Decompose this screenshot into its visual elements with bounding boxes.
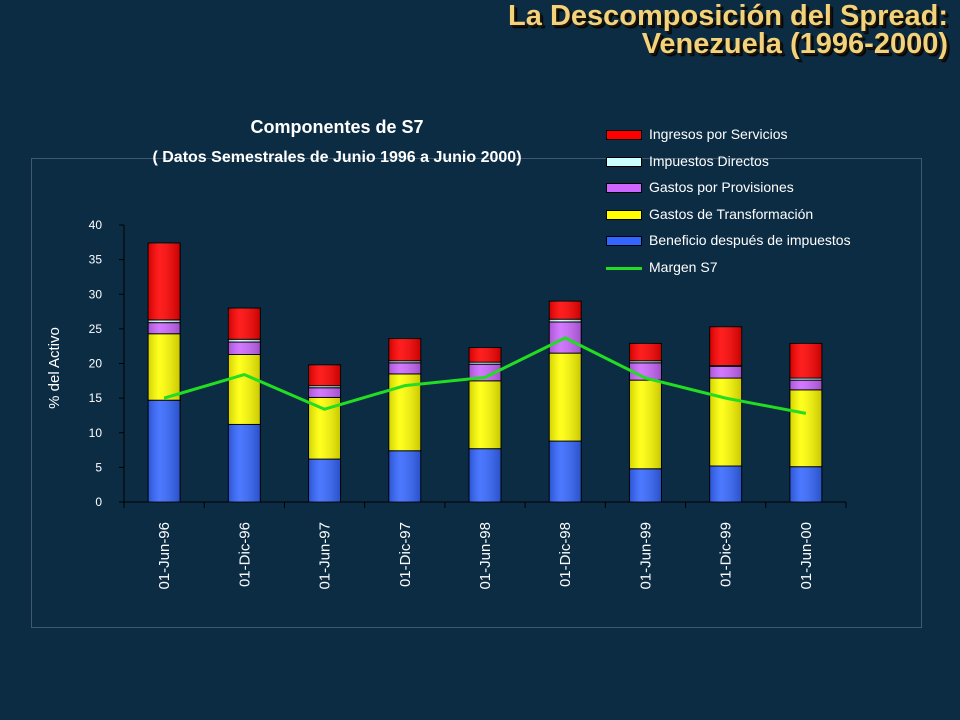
- bar-segment-shading: [789, 343, 822, 379]
- slide-title-line2: Venezuela (1996-2000): [641, 28, 948, 60]
- bar-segment-shading: [629, 380, 662, 469]
- legend-swatch: [606, 209, 642, 220]
- bar-segment-shading: [549, 319, 582, 322]
- bar-segment-shading: [308, 364, 341, 386]
- x-tick-label: 01-Jun-97: [317, 522, 334, 590]
- x-tick-label: 01-Jun-99: [637, 522, 654, 590]
- bar-segment-shading: [469, 380, 501, 449]
- x-tick-label: 01-Dic-99: [718, 522, 735, 587]
- legend-swatch: [606, 236, 642, 246]
- legend-label: Beneficio después de impuestos: [649, 232, 851, 248]
- bar-segment-shading: [469, 362, 501, 365]
- bar-segment-shading: [629, 343, 662, 361]
- chart-legend: Ingresos por Servicios Impuestos Directos…: [606, 125, 906, 284]
- x-tick-label: 01-Dic-96: [236, 522, 253, 587]
- bar-segment-shading: [228, 342, 261, 355]
- bar-segment-shading: [228, 339, 261, 343]
- bar-segment-shading: [789, 466, 822, 502]
- bar-segment-shading: [228, 308, 261, 340]
- bar-segment-shading: [148, 319, 181, 323]
- legend-label: Gastos de Transformación: [649, 205, 814, 222]
- y-tick-label: 40: [89, 218, 103, 232]
- y-tick-label: 0: [95, 495, 102, 509]
- bar-segment-shading: [308, 387, 341, 398]
- bar-segment-shading: [148, 333, 181, 401]
- legend-line-swatch: [606, 266, 642, 270]
- bar-segment-shading: [549, 301, 582, 320]
- bar-segment-shading: [789, 389, 822, 467]
- bar-segment-shading: [549, 441, 582, 502]
- legend-label: Margen S7: [649, 258, 718, 275]
- y-tick-label: 20: [89, 357, 103, 371]
- legend-item: Gastos por Provisiones: [606, 178, 906, 205]
- legend-label: Ingresos por Servicios: [649, 126, 788, 142]
- legend-swatch: [606, 183, 642, 193]
- chart-title: Componentes de S7: [250, 117, 424, 137]
- y-tick-label: 35: [89, 253, 103, 267]
- x-tick-label: 01-Dic-98: [557, 522, 574, 587]
- y-tick-label: 30: [89, 287, 103, 301]
- bar-segment-shading: [388, 450, 421, 502]
- bar-segment-shading: [228, 424, 261, 502]
- slide-title: La Descomposición del Spread: Venezuela …: [508, 0, 948, 60]
- bar-segment-shading: [789, 380, 822, 390]
- slide-title-line1: La Descomposición del Spread:: [508, 0, 948, 32]
- bar-segment-shading: [148, 243, 181, 320]
- bar-segment-shading: [709, 326, 742, 366]
- bar-segment-shading: [789, 378, 822, 381]
- x-tick-label: 01-Jun-00: [798, 522, 815, 590]
- legend-label: Impuestos Directos: [649, 152, 769, 169]
- legend-item: Margen S7: [606, 258, 906, 285]
- bar-segment-shading: [469, 364, 501, 381]
- bar-segment-shading: [469, 347, 501, 363]
- legend-item: Ingresos por Servicios: [606, 125, 906, 152]
- bar-segment-shading: [629, 468, 662, 502]
- y-tick-label: 15: [89, 391, 103, 405]
- bar-segment-shading: [308, 459, 341, 502]
- legend-item: Gastos de Transformación: [606, 205, 906, 232]
- legend-swatch: [606, 156, 642, 167]
- bar-segment-shading: [388, 338, 421, 361]
- bar-segment-shading: [709, 465, 742, 502]
- y-tick-label: 5: [95, 460, 102, 474]
- bar-segment-shading: [549, 353, 582, 442]
- bar-segment-shading: [308, 385, 341, 388]
- legend-item: Beneficio después de impuestos: [606, 231, 906, 258]
- bar-segment-shading: [228, 354, 261, 425]
- legend-swatch: [606, 130, 642, 140]
- x-tick-label: 01-Jun-98: [477, 522, 494, 590]
- x-tick-label: 01-Dic-97: [397, 522, 414, 587]
- y-tick-label: 25: [89, 322, 103, 336]
- bar-segment-shading: [388, 362, 421, 374]
- legend-item: Impuestos Directos: [606, 152, 906, 179]
- bar-segment-shading: [709, 366, 742, 379]
- bar-segment-shading: [388, 360, 421, 363]
- bar-segment-shading: [148, 322, 181, 334]
- chart-subtitle: ( Datos Semestrales de Junio 1996 a Juni…: [152, 149, 522, 166]
- x-tick-label: 01-Jun-96: [156, 522, 173, 590]
- bar-segment-shading: [148, 400, 181, 502]
- bar-segment-shading: [709, 378, 742, 466]
- chart-panel: [31, 158, 922, 628]
- legend-label: Gastos por Provisiones: [649, 179, 794, 195]
- bar-segment-shading: [469, 448, 501, 502]
- y-axis-label: % del Activo: [46, 327, 63, 409]
- bar-segment-shading: [629, 362, 662, 381]
- y-tick-label: 10: [89, 426, 103, 440]
- bar-segment-shading: [629, 360, 662, 363]
